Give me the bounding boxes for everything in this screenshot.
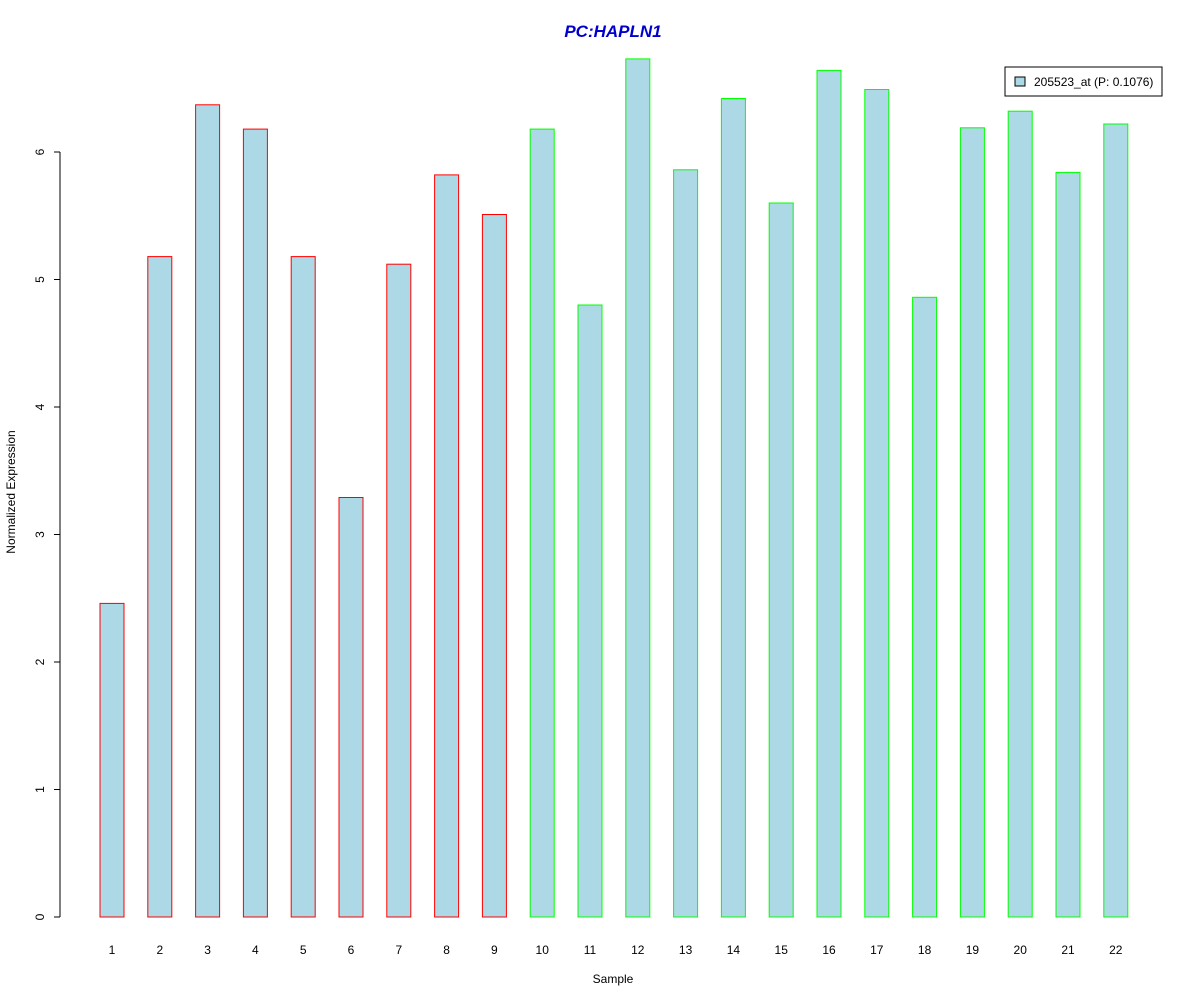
bar-sample-8	[434, 174, 460, 918]
x-axis-label: Sample	[593, 972, 634, 986]
x-tick-label: 8	[443, 943, 450, 957]
bar-sample-6	[338, 497, 364, 918]
x-tick-label: 17	[870, 943, 884, 957]
y-tick-label: 4	[33, 403, 47, 410]
bar-sample-15	[768, 202, 794, 918]
y-tick-label: 6	[33, 148, 47, 155]
bar-sample-20	[1007, 110, 1033, 918]
bar-sample-21	[1055, 171, 1081, 918]
x-tick-label: 9	[491, 943, 498, 957]
x-tick-label: 19	[966, 943, 980, 957]
x-tick-label: 22	[1109, 943, 1123, 957]
bar-sample-3	[195, 104, 221, 918]
x-tick-label: 18	[918, 943, 932, 957]
x-tick-label: 10	[536, 943, 550, 957]
x-tick-label: 16	[822, 943, 836, 957]
x-tick-label: 15	[775, 943, 789, 957]
x-tick-label: 14	[727, 943, 741, 957]
x-tick-label: 11	[584, 943, 597, 957]
bar-sample-12	[625, 58, 651, 918]
bar-sample-4	[242, 128, 268, 918]
y-tick-label: 2	[33, 658, 47, 665]
x-tick-label: 12	[631, 943, 645, 957]
chart-title: PC:HAPLN1	[564, 22, 661, 41]
y-tick-label: 1	[33, 786, 47, 793]
x-tick-label: 6	[348, 943, 355, 957]
x-tick-label: 4	[252, 943, 259, 957]
y-tick-label: 5	[33, 276, 47, 283]
bars-group	[99, 58, 1129, 918]
bar-sample-22	[1103, 123, 1129, 918]
x-tick-label: 5	[300, 943, 307, 957]
bar-sample-5	[290, 256, 316, 918]
x-tick-label: 7	[395, 943, 402, 957]
bar-sample-1	[99, 602, 125, 918]
x-tick-label: 21	[1061, 943, 1075, 957]
x-tick-label: 20	[1014, 943, 1028, 957]
bar-sample-18	[912, 296, 938, 918]
x-tick-labels: 1 2 3 4 5 6 7 8 9 10 11 12 13 14 15 16 17 18 19 20 21 22	[109, 943, 1123, 957]
x-tick-label: 2	[156, 943, 163, 957]
legend-label: 205523_at (P: 0.1076)	[1034, 75, 1153, 89]
y-axis-label: Normalized Expression	[4, 430, 18, 553]
y-tick-label: 3	[33, 531, 47, 538]
bar-sample-16	[816, 69, 842, 918]
bar-sample-13	[673, 169, 699, 918]
y-tick-label: 0	[33, 913, 47, 920]
bar-sample-2	[147, 256, 173, 918]
x-tick-label: 1	[109, 943, 116, 957]
y-axis: 0 1 2 3 4 5 6	[33, 148, 61, 920]
bar-sample-17	[864, 89, 890, 918]
x-tick-label: 13	[679, 943, 693, 957]
bar-sample-9	[481, 214, 507, 918]
legend-box	[1004, 66, 1163, 97]
bar-sample-14	[720, 98, 746, 918]
bar-sample-11	[577, 304, 603, 918]
bar-sample-10	[529, 128, 555, 918]
legend: 205523_at (P: 0.1076)	[1004, 66, 1163, 97]
bar-sample-7	[386, 263, 412, 918]
x-tick-label: 3	[204, 943, 211, 957]
legend-swatch	[1014, 76, 1026, 87]
bar-sample-19	[959, 127, 985, 918]
